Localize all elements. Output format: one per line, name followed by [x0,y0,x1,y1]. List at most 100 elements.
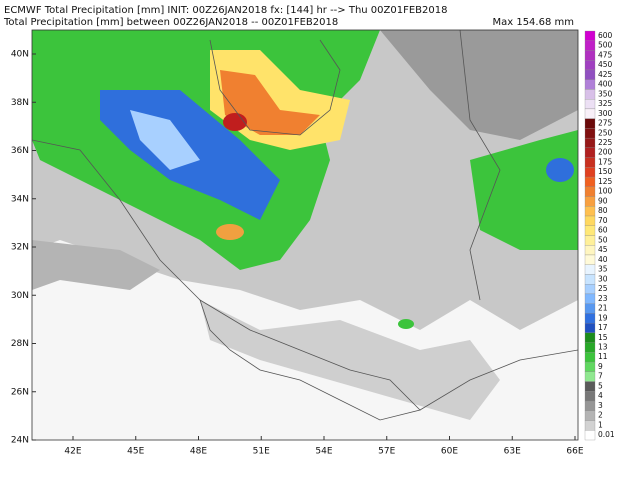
colorbar-cell [584,176,596,187]
colorbar-label: 5 [598,381,603,390]
colorbar-cell [584,371,596,382]
latitude-label: 30N [11,291,29,301]
oman-coast [419,349,578,411]
gulf-coast [199,299,421,421]
colorbar-cell [584,322,596,334]
colorbar-cell [584,410,596,421]
colorbar-cell [584,420,596,431]
colorbar-cell [584,108,596,119]
map-frame [31,29,579,441]
colorbar-cell [584,303,596,314]
colorbar-label: 9 [598,362,603,371]
green-spot [398,319,414,329]
header-max: Max 154.68 mm [492,17,574,28]
colorbar-label: 175 [598,157,613,166]
colorbar-label: 70 [598,216,608,225]
colorbar-label: 100 [598,187,613,196]
colorbar-cell [584,430,596,441]
colorbar-label: 125 [598,177,613,186]
colorbar-label: 4 [598,391,603,400]
colorbar-label: 500 [598,41,613,50]
colorbar-cell [584,206,596,217]
colorbar-label: 275 [598,119,613,128]
colorbar-cell [584,274,596,285]
colorbar-label: 600 [598,31,613,40]
colorbar-label: 225 [598,138,613,147]
colorbar-label: 3 [598,401,603,410]
longitude-label: 45E [127,447,144,457]
latitude-label: 36N [11,146,29,156]
colorbar-label: 21 [598,304,608,313]
colorbar: 6005004754504254003503253002752502252001… [584,30,615,441]
colorbar-cell [584,128,596,139]
light-rain-west [32,240,160,290]
light-blue-area [130,110,200,170]
colorbar-cell [584,254,596,265]
latitude-label: 26N [11,387,29,397]
colorbar-label: 7 [598,372,603,381]
colorbar-cell [584,60,596,71]
colorbar-cell [584,89,596,100]
longitude-labels: 42E 45E 48E 51E 54E 57E 60E 63E 66E [64,436,584,457]
colorbar-cell [584,332,596,343]
colorbar-cell [584,361,596,372]
colorbar-cell [584,293,596,304]
colorbar-label: 300 [598,109,613,118]
colorbar-label: 45 [598,245,608,254]
colorbar-label: 1 [598,420,603,429]
longitude-label: 51E [253,447,270,457]
border-west [32,139,201,301]
colorbar-cell [584,50,596,61]
orange-area-south [216,224,244,240]
longitude-label: 54E [315,447,332,457]
colorbar-cell [584,186,596,197]
latitude-label: 34N [11,194,29,204]
colorbar-label: 40 [598,255,608,264]
latitude-label: 40N [11,50,29,60]
blue-area-east [546,158,574,182]
colorbar-cell [584,118,596,129]
colorbar-label: 23 [598,294,608,303]
colorbar-label: 17 [598,323,608,332]
colorbar-cell [584,79,596,90]
latitude-label: 28N [11,339,29,349]
colorbar-label: 15 [598,333,608,342]
colorbar-label: 35 [598,265,608,274]
border [459,30,501,301]
colorbar-label: 13 [598,342,608,351]
colorbar-label: 350 [598,89,613,98]
colorbar-cell [584,30,596,41]
colorbar-label: 150 [598,167,613,176]
colorbar-cell [584,400,596,411]
red-area [223,113,247,131]
colorbar-label: 80 [598,206,608,215]
colorbar-label: 2 [598,411,603,420]
colorbar-cell [584,391,596,402]
caspian-coast [209,39,341,136]
latitude-label: 24N [11,436,29,446]
colorbar-cell [584,40,596,51]
colorbar-cell [584,284,596,295]
colorbar-label: 0.01 [598,430,615,439]
colorbar-label: 11 [598,352,608,361]
colorbar-cell [584,245,596,256]
longitude-label: 42E [64,447,81,457]
colorbar-cell [584,352,596,363]
colorbar-label: 200 [598,148,613,157]
colorbar-label: 19 [598,313,608,322]
longitude-label: 48E [190,447,207,457]
colorbar-cell [584,69,596,80]
colorbar-cell [584,99,596,110]
colorbar-cell [584,167,596,178]
colorbar-cell [584,137,596,149]
header-line-2: Total Precipitation [mm] between 00Z26JA… [3,17,338,28]
header-line-1: ECMWF Total Precipitation [mm] INIT: 00Z… [4,5,448,16]
colorbar-label: 250 [598,128,613,137]
longitude-label: 66E [566,447,583,457]
light-rain-south [200,300,500,420]
colorbar-label: 50 [598,235,608,244]
colorbar-cell [584,215,596,226]
green-area-east [470,130,578,250]
colorbar-label: 60 [598,226,608,235]
